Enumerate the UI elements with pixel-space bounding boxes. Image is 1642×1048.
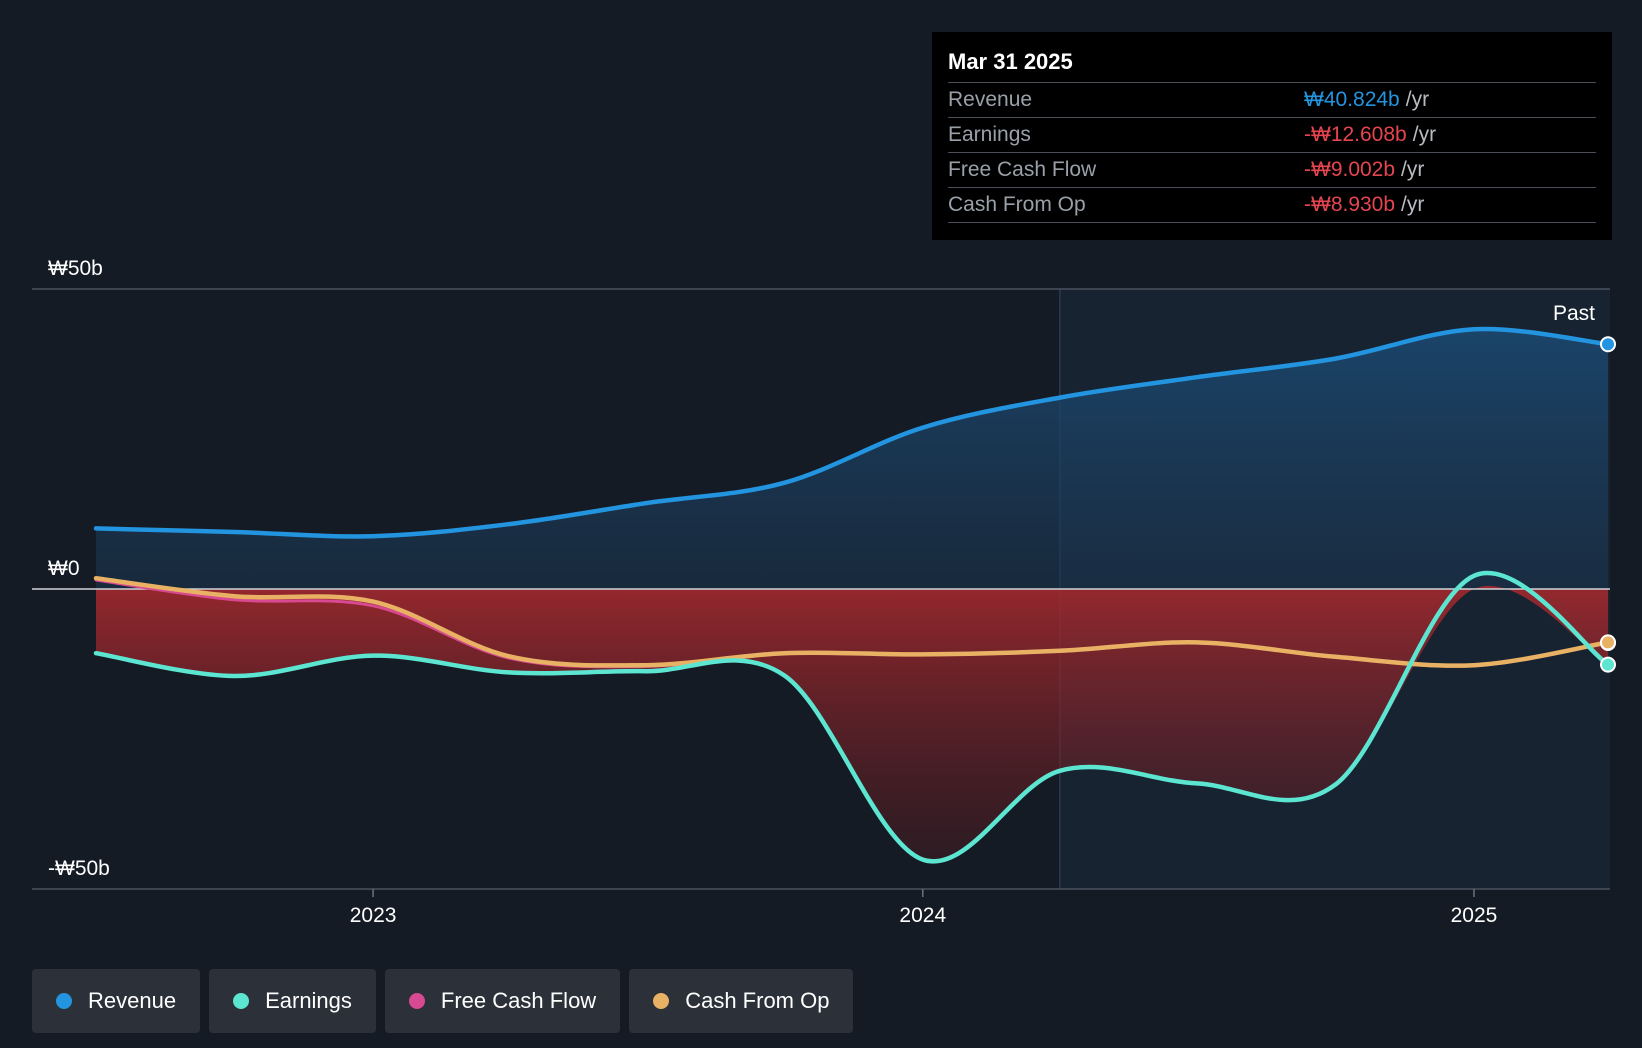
chart-svg: 2023 2024 2025 ₩50b ₩0 -₩50b Past: [32, 257, 1616, 927]
tooltip-row-value: -₩8.930b: [1304, 193, 1396, 216]
x-tick-label: 2025: [1451, 904, 1498, 927]
tooltip-row-label: Cash From Op: [948, 193, 1086, 216]
tooltip-row-unit: /yr: [1412, 123, 1437, 146]
tooltip-row-unit: /yr: [1405, 88, 1430, 111]
revenue-endpoint: [1600, 336, 1616, 353]
x-tick-label: 2024: [899, 904, 946, 927]
tooltip-row-label: Earnings: [948, 123, 1031, 146]
tooltip-row: Earnings -₩12.608b/yr: [948, 117, 1596, 152]
legend-item-cash-from-op[interactable]: Cash From Op: [629, 969, 854, 1033]
y-tick-label: -₩50b: [48, 857, 110, 880]
y-tick-label: ₩50b: [48, 257, 103, 280]
earnings-area: [96, 585, 1608, 862]
legend: Revenue Earnings Free Cash Flow Cash From O…: [32, 969, 854, 1033]
legend-item-earnings[interactable]: Earnings: [209, 969, 376, 1033]
tooltip-row-label: Revenue: [948, 88, 1033, 111]
legend-dot-icon: [56, 993, 72, 1009]
tooltip-row-value: -₩9.002b: [1304, 158, 1396, 181]
legend-dot-icon: [653, 993, 670, 1009]
earnings-line: [93, 570, 1611, 864]
revenue-line: [93, 326, 1611, 539]
tooltip-row: Cash From Op -₩8.930b/yr: [948, 187, 1596, 223]
tooltip-row-unit: /yr: [1401, 193, 1425, 216]
y-tick-label: ₩0: [48, 557, 80, 580]
tooltip-date: Mar 31 2025: [948, 49, 1073, 74]
tooltip-row-value: ₩40.824b: [1304, 88, 1400, 111]
legend-label: Cash From Op: [685, 988, 830, 1013]
cash-from-op-endpoint: [1600, 634, 1616, 651]
earnings-endpoint: [1600, 656, 1616, 673]
tooltip: Mar 31 2025 Revenue ₩40.824b/yr Earnings -₩…: [932, 32, 1612, 240]
tooltip-row: Revenue ₩40.824b/yr: [948, 82, 1596, 117]
legend-label: Earnings: [265, 988, 352, 1013]
legend-label: Free Cash Flow: [440, 988, 597, 1013]
cash-from-op-line: [93, 575, 1611, 668]
legend-dot-icon: [408, 993, 425, 1009]
tooltip-row-value: -₩12.608b: [1304, 123, 1407, 146]
past-label: Past: [1553, 302, 1595, 325]
tooltip-row-label: Free Cash Flow: [948, 158, 1097, 181]
legend-label: Revenue: [88, 988, 177, 1013]
legend-item-revenue[interactable]: Revenue: [32, 969, 201, 1033]
x-tick-label: 2023: [350, 904, 397, 927]
tooltip-row: Free Cash Flow -₩9.002b/yr: [948, 152, 1596, 187]
tooltip-row-unit: /yr: [1401, 158, 1425, 181]
legend-dot-icon: [233, 993, 250, 1009]
legend-item-free-cash-flow[interactable]: Free Cash Flow: [384, 969, 621, 1033]
